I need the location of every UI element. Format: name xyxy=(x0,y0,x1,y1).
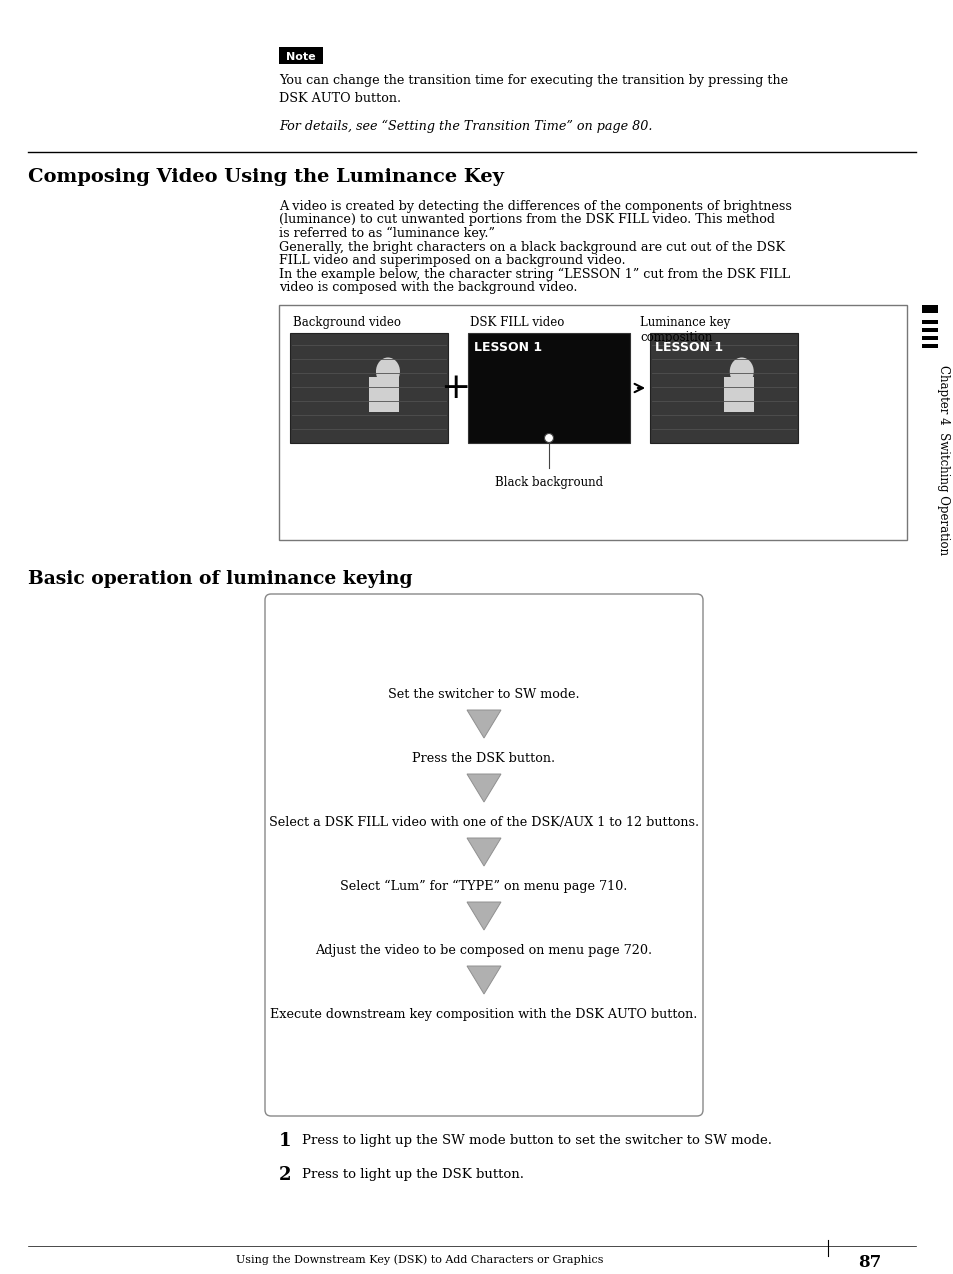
Text: For details, see “Setting the Transition Time” on page 80.: For details, see “Setting the Transition… xyxy=(278,120,652,134)
Text: Generally, the bright characters on a black background are cut out of the DSK: Generally, the bright characters on a bl… xyxy=(278,241,784,254)
Polygon shape xyxy=(467,710,500,738)
Bar xyxy=(723,377,753,413)
Polygon shape xyxy=(467,838,500,866)
Text: 2: 2 xyxy=(278,1166,292,1184)
Text: Black background: Black background xyxy=(495,476,602,489)
Text: Basic operation of luminance keying: Basic operation of luminance keying xyxy=(28,569,413,589)
Polygon shape xyxy=(467,775,500,803)
Text: DSK FILL video: DSK FILL video xyxy=(470,316,564,329)
Bar xyxy=(290,333,448,443)
Text: 1: 1 xyxy=(278,1133,292,1150)
Text: Composing Video Using the Luminance Key: Composing Video Using the Luminance Key xyxy=(28,168,503,186)
Text: LESSON 1: LESSON 1 xyxy=(655,341,722,354)
Text: Press to light up the DSK button.: Press to light up the DSK button. xyxy=(302,1168,523,1181)
Bar xyxy=(369,377,398,413)
Text: Select “Lum” for “TYPE” on menu page 710.: Select “Lum” for “TYPE” on menu page 710… xyxy=(340,880,627,893)
Text: +: + xyxy=(439,371,470,405)
Text: Using the Downstream Key (DSK) to Add Characters or Graphics: Using the Downstream Key (DSK) to Add Ch… xyxy=(236,1254,603,1265)
Text: FILL video and superimposed on a background video.: FILL video and superimposed on a backgro… xyxy=(278,254,625,268)
Bar xyxy=(921,327,937,333)
Text: Execute downstream key composition with the DSK AUTO button.: Execute downstream key composition with … xyxy=(270,1008,697,1020)
Text: Background video: Background video xyxy=(293,316,400,329)
Text: LESSON 1: LESSON 1 xyxy=(474,341,541,354)
Ellipse shape xyxy=(375,358,399,386)
Text: You can change the transition time for executing the transition by pressing the
: You can change the transition time for e… xyxy=(278,74,787,104)
Bar xyxy=(649,333,797,443)
Text: Press to light up the SW mode button to set the switcher to SW mode.: Press to light up the SW mode button to … xyxy=(302,1134,771,1147)
Text: Press the DSK button.: Press the DSK button. xyxy=(412,752,555,764)
Text: is referred to as “luminance key.”: is referred to as “luminance key.” xyxy=(278,227,495,241)
Polygon shape xyxy=(467,966,500,994)
Text: Note: Note xyxy=(286,51,315,61)
Bar xyxy=(921,304,937,313)
Bar xyxy=(278,304,906,540)
Bar xyxy=(921,320,937,324)
Text: A video is created by detecting the differences of the components of brightness: A video is created by detecting the diff… xyxy=(278,200,791,213)
Bar xyxy=(921,336,937,340)
Text: Select a DSK FILL video with one of the DSK/AUX 1 to 12 buttons.: Select a DSK FILL video with one of the … xyxy=(269,817,699,829)
Text: Chapter 4  Switching Operation: Chapter 4 Switching Operation xyxy=(937,364,949,555)
FancyBboxPatch shape xyxy=(265,594,702,1116)
Text: 87: 87 xyxy=(858,1254,881,1271)
Text: Adjust the video to be composed on menu page 720.: Adjust the video to be composed on menu … xyxy=(315,944,652,957)
Text: video is composed with the background video.: video is composed with the background vi… xyxy=(278,282,577,294)
Text: Set the switcher to SW mode.: Set the switcher to SW mode. xyxy=(388,688,579,701)
Circle shape xyxy=(544,433,553,442)
Text: (luminance) to cut unwanted portions from the DSK FILL video. This method: (luminance) to cut unwanted portions fro… xyxy=(278,214,774,227)
Text: Luminance key
composition: Luminance key composition xyxy=(639,316,729,344)
Bar xyxy=(921,344,937,348)
Ellipse shape xyxy=(729,358,753,386)
Bar xyxy=(278,47,323,64)
Text: In the example below, the character string “LESSON 1” cut from the DSK FILL: In the example below, the character stri… xyxy=(278,268,789,280)
Bar xyxy=(468,333,629,443)
Polygon shape xyxy=(467,902,500,930)
